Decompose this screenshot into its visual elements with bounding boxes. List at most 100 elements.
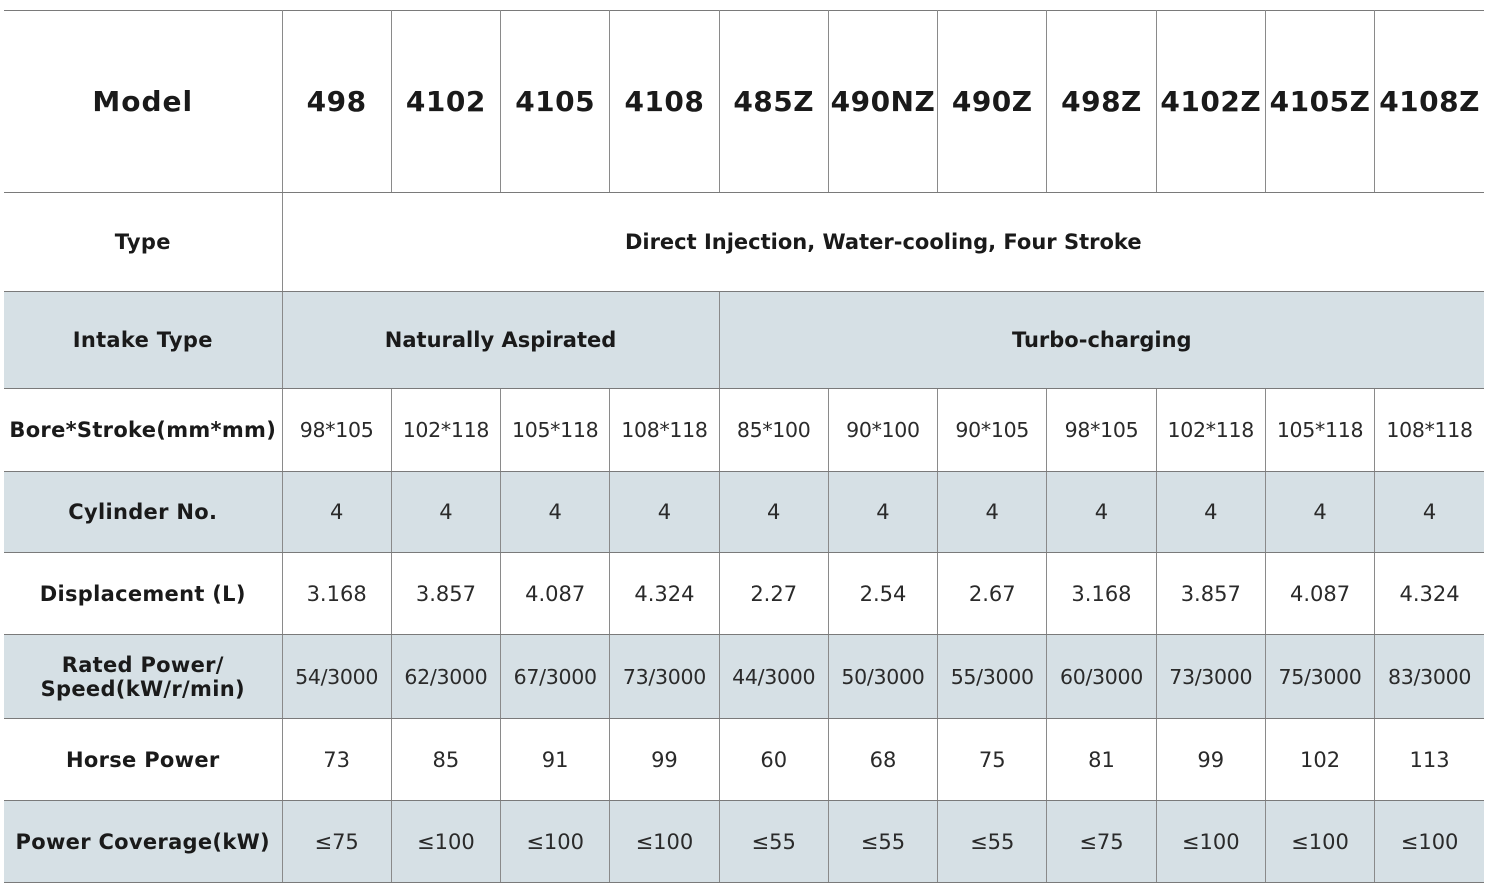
cylinder-cell: 4 [1046, 471, 1157, 553]
cylinder-cell: 4 [1155, 471, 1266, 553]
rated-power-label-line2: Speed(kW/r/min) [40, 676, 245, 701]
horse-power-row: Horse Power 73 85 91 99 60 68 75 81 99 1… [4, 718, 1484, 801]
cylinder-cell: 4 [718, 471, 829, 553]
model-row: Model 498 4102 4105 4108 485Z 490NZ 490Z… [4, 10, 1484, 193]
intake-row-label: Intake Type [4, 291, 283, 389]
model-cell: 498 [281, 10, 392, 193]
type-row: Type Direct Injection, Water-cooling, Fo… [4, 192, 1484, 292]
rated-power-cell: 50/3000 [827, 634, 939, 719]
horse-power-cell: 99 [1155, 718, 1266, 801]
horse-power-cell: 102 [1264, 718, 1376, 801]
horse-power-cell: 113 [1374, 718, 1484, 801]
intake-naturally-aspirated: Naturally Aspirated [281, 291, 720, 389]
horse-power-cell: 68 [827, 718, 939, 801]
horse-power-cell: 60 [718, 718, 829, 801]
cylinder-cell: 4 [609, 471, 720, 553]
cylinder-cell: 4 [1374, 471, 1484, 553]
bore-stroke-cell: 102*118 [1155, 388, 1266, 472]
power-coverage-cell: ≤100 [390, 800, 502, 883]
engine-spec-sheet: Model 498 4102 4105 4108 485Z 490NZ 490Z… [4, 10, 1484, 883]
bore-stroke-row-label: Bore*Stroke(mm*mm) [4, 388, 283, 472]
horse-power-cell: 85 [390, 718, 502, 801]
power-coverage-cell: ≤100 [1374, 800, 1484, 883]
cylinder-cell: 4 [1264, 471, 1376, 553]
bore-stroke-cell: 90*105 [937, 388, 1048, 472]
displacement-cell: 4.324 [609, 552, 720, 635]
model-cell: 4105Z [1264, 10, 1376, 193]
intake-row: Intake Type Naturally Aspirated Turbo-ch… [4, 291, 1484, 389]
horse-power-cell: 75 [937, 718, 1048, 801]
displacement-cell: 3.857 [390, 552, 502, 635]
cylinder-cell: 4 [500, 471, 611, 553]
bore-stroke-cell: 98*105 [1046, 388, 1157, 472]
model-cell: 4102Z [1155, 10, 1266, 193]
rated-power-cell: 75/3000 [1264, 634, 1376, 719]
displacement-cell: 4.324 [1374, 552, 1484, 635]
type-row-label: Type [4, 192, 283, 292]
rated-power-cell: 54/3000 [281, 634, 392, 719]
horse-power-cell: 91 [500, 718, 611, 801]
model-cell: 4105 [500, 10, 611, 193]
horse-power-cell: 99 [609, 718, 720, 801]
bore-stroke-cell: 102*118 [390, 388, 502, 472]
cylinder-cell: 4 [281, 471, 392, 553]
displacement-cell: 2.27 [718, 552, 829, 635]
power-coverage-cell: ≤100 [500, 800, 611, 883]
power-coverage-cell: ≤100 [1264, 800, 1376, 883]
bore-stroke-cell: 98*105 [281, 388, 392, 472]
model-cell: 498Z [1046, 10, 1157, 193]
rated-power-cell: 44/3000 [718, 634, 829, 719]
displacement-cell: 3.168 [281, 552, 392, 635]
cylinder-row: Cylinder No. 4 4 4 4 4 4 4 4 4 4 4 [4, 471, 1484, 553]
displacement-cell: 2.54 [827, 552, 939, 635]
rated-power-cell: 60/3000 [1046, 634, 1157, 719]
cylinder-cell: 4 [390, 471, 502, 553]
bore-stroke-row: Bore*Stroke(mm*mm) 98*105 102*118 105*11… [4, 388, 1484, 472]
cylinder-cell: 4 [827, 471, 939, 553]
bore-stroke-cell: 90*100 [827, 388, 939, 472]
cylinder-cell: 4 [937, 471, 1048, 553]
horse-power-cell: 73 [281, 718, 392, 801]
bore-stroke-cell: 108*118 [609, 388, 720, 472]
power-coverage-cell: ≤55 [718, 800, 829, 883]
power-coverage-row: Power Coverage(kW) ≤75 ≤100 ≤100 ≤100 ≤5… [4, 800, 1484, 883]
power-coverage-cell: ≤75 [281, 800, 392, 883]
intake-turbo-charging: Turbo-charging [718, 291, 1484, 389]
power-coverage-cell: ≤100 [609, 800, 720, 883]
model-row-label: Model [4, 10, 283, 193]
rated-power-row: Rated Power/ Speed(kW/r/min) 54/3000 62/… [4, 634, 1484, 719]
bore-stroke-cell: 85*100 [718, 388, 829, 472]
power-coverage-cell: ≤100 [1155, 800, 1266, 883]
displacement-cell: 4.087 [1264, 552, 1376, 635]
model-cell: 485Z [718, 10, 829, 193]
model-cell: 4108 [609, 10, 720, 193]
horse-power-row-label: Horse Power [4, 718, 283, 801]
displacement-row-label: Displacement (L) [4, 552, 283, 635]
rated-power-cell: 62/3000 [390, 634, 502, 719]
rated-power-cell: 73/3000 [1155, 634, 1266, 719]
bore-stroke-cell: 105*118 [1264, 388, 1376, 472]
rated-power-row-label: Rated Power/ Speed(kW/r/min) [4, 634, 283, 719]
displacement-row: Displacement (L) 3.168 3.857 4.087 4.324… [4, 552, 1484, 635]
model-cell: 4108Z [1374, 10, 1484, 193]
displacement-cell: 4.087 [500, 552, 611, 635]
bore-stroke-cell: 105*118 [500, 388, 611, 472]
power-coverage-cell: ≤55 [937, 800, 1048, 883]
rated-power-cell: 67/3000 [500, 634, 611, 719]
model-cell: 490Z [937, 10, 1048, 193]
displacement-cell: 2.67 [937, 552, 1048, 635]
power-coverage-cell: ≤75 [1046, 800, 1157, 883]
power-coverage-cell: ≤55 [827, 800, 939, 883]
cylinder-row-label: Cylinder No. [4, 471, 283, 553]
rated-power-cell: 83/3000 [1374, 634, 1484, 719]
rated-power-cell: 55/3000 [937, 634, 1048, 719]
displacement-cell: 3.168 [1046, 552, 1157, 635]
model-cell: 4102 [390, 10, 502, 193]
bore-stroke-cell: 108*118 [1374, 388, 1484, 472]
rated-power-cell: 73/3000 [609, 634, 720, 719]
engine-spec-table: Model 498 4102 4105 4108 485Z 490NZ 490Z… [4, 10, 1484, 883]
displacement-cell: 3.857 [1155, 552, 1266, 635]
rated-power-label-line1: Rated Power/ [61, 652, 224, 677]
power-coverage-row-label: Power Coverage(kW) [4, 800, 283, 883]
horse-power-cell: 81 [1046, 718, 1157, 801]
